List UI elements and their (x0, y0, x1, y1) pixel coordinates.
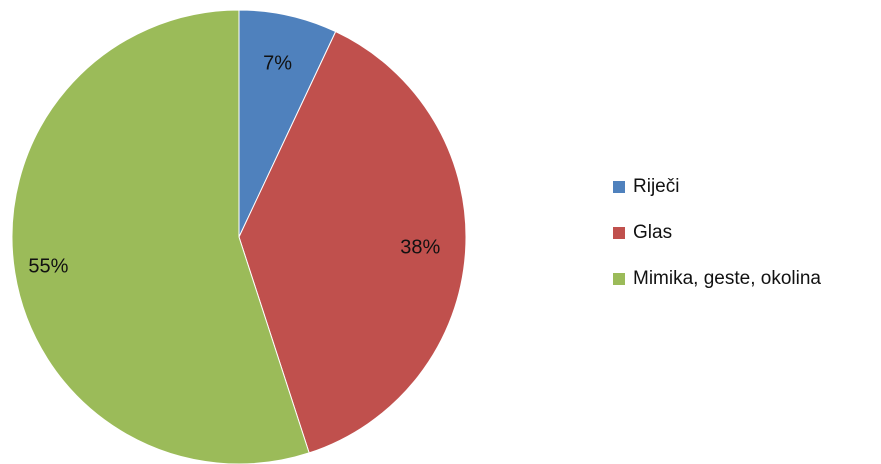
legend-swatch-rijeci (613, 181, 625, 193)
pie-slices (11, 9, 467, 464)
pie-slice-1 (238, 30, 467, 454)
legend-item-mimika: Mimika, geste, okolina (613, 267, 881, 291)
pie-data-labels: 7% 38% 55% (28, 52, 440, 277)
legend-item-glas: Glas (613, 221, 881, 245)
legend-swatch-mimika (613, 273, 625, 285)
legend-label-rijeci: Riječi (633, 176, 680, 197)
data-label-2: 55% (28, 255, 68, 277)
chart-legend: Riječi Glas Mimika, geste, okolina (613, 175, 881, 313)
pie-slice-2 (11, 9, 310, 464)
data-label-1: 38% (400, 237, 440, 259)
legend-item-rijeci: Riječi (613, 175, 881, 199)
data-label-0: 7% (263, 52, 292, 74)
legend-label-glas: Glas (633, 222, 673, 243)
legend-swatch-glas (613, 227, 625, 239)
legend-label-mimika: Mimika, geste, okolina (633, 268, 821, 289)
